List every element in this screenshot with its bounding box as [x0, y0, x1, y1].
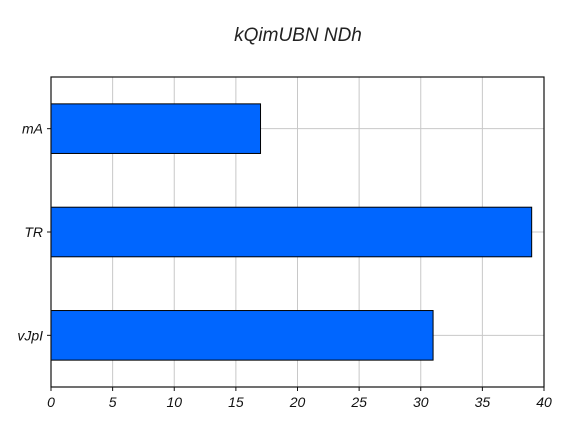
bars — [50, 103, 533, 361]
x-tick-label: 5 — [109, 394, 117, 410]
x-tick-label: 10 — [166, 394, 182, 410]
plot-frame — [50, 76, 545, 388]
x-axis: 0 5 10 15 20 25 30 35 40 — [47, 387, 552, 410]
x-tick-label: 35 — [475, 394, 491, 410]
y-axis: mA TR vJpI — [17, 121, 51, 343]
category-label: TR — [24, 224, 43, 240]
category-label: mA — [22, 121, 43, 137]
x-tick-label: 25 — [350, 394, 367, 410]
x-tick-label: 15 — [228, 394, 244, 410]
bar-mA — [50, 103, 262, 154]
x-tick-label: 0 — [47, 394, 55, 410]
x-tick-label: 40 — [536, 394, 552, 410]
x-tick-label: 30 — [413, 394, 429, 410]
bar-vJpI — [50, 310, 434, 361]
category-label: vJpI — [17, 327, 43, 343]
bar-TR — [50, 206, 533, 258]
x-tick-label: 20 — [289, 394, 306, 410]
chart-title: kQimUBN NDh — [234, 25, 362, 46]
